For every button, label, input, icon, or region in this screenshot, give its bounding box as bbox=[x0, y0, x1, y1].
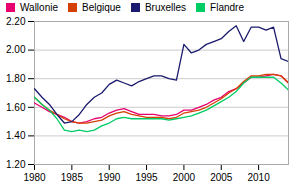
svg-text:1.80: 1.80 bbox=[6, 73, 26, 84]
svg-text:1985: 1985 bbox=[61, 172, 84, 183]
svg-text:2000: 2000 bbox=[173, 172, 196, 183]
html-text:Flandre: Flandre bbox=[210, 2, 244, 13]
svg-text:1.40: 1.40 bbox=[6, 130, 26, 141]
svg-text:1.60: 1.60 bbox=[6, 102, 26, 113]
svg-text:2005: 2005 bbox=[210, 172, 233, 183]
svg-text:2.20: 2.20 bbox=[6, 16, 26, 27]
svg-text:1995: 1995 bbox=[135, 172, 158, 183]
html-text:Wallonie: Wallonie bbox=[20, 2, 58, 13]
svg-text:1990: 1990 bbox=[98, 172, 121, 183]
svg-text:2010: 2010 bbox=[247, 172, 270, 183]
html-text:Bruxelles: Bruxelles bbox=[144, 2, 186, 13]
html-text:Belgique: Belgique bbox=[82, 2, 121, 13]
svg-text:1980: 1980 bbox=[23, 172, 46, 183]
svg-text:2.00: 2.00 bbox=[6, 44, 26, 55]
svg-text:1.20: 1.20 bbox=[6, 159, 26, 170]
